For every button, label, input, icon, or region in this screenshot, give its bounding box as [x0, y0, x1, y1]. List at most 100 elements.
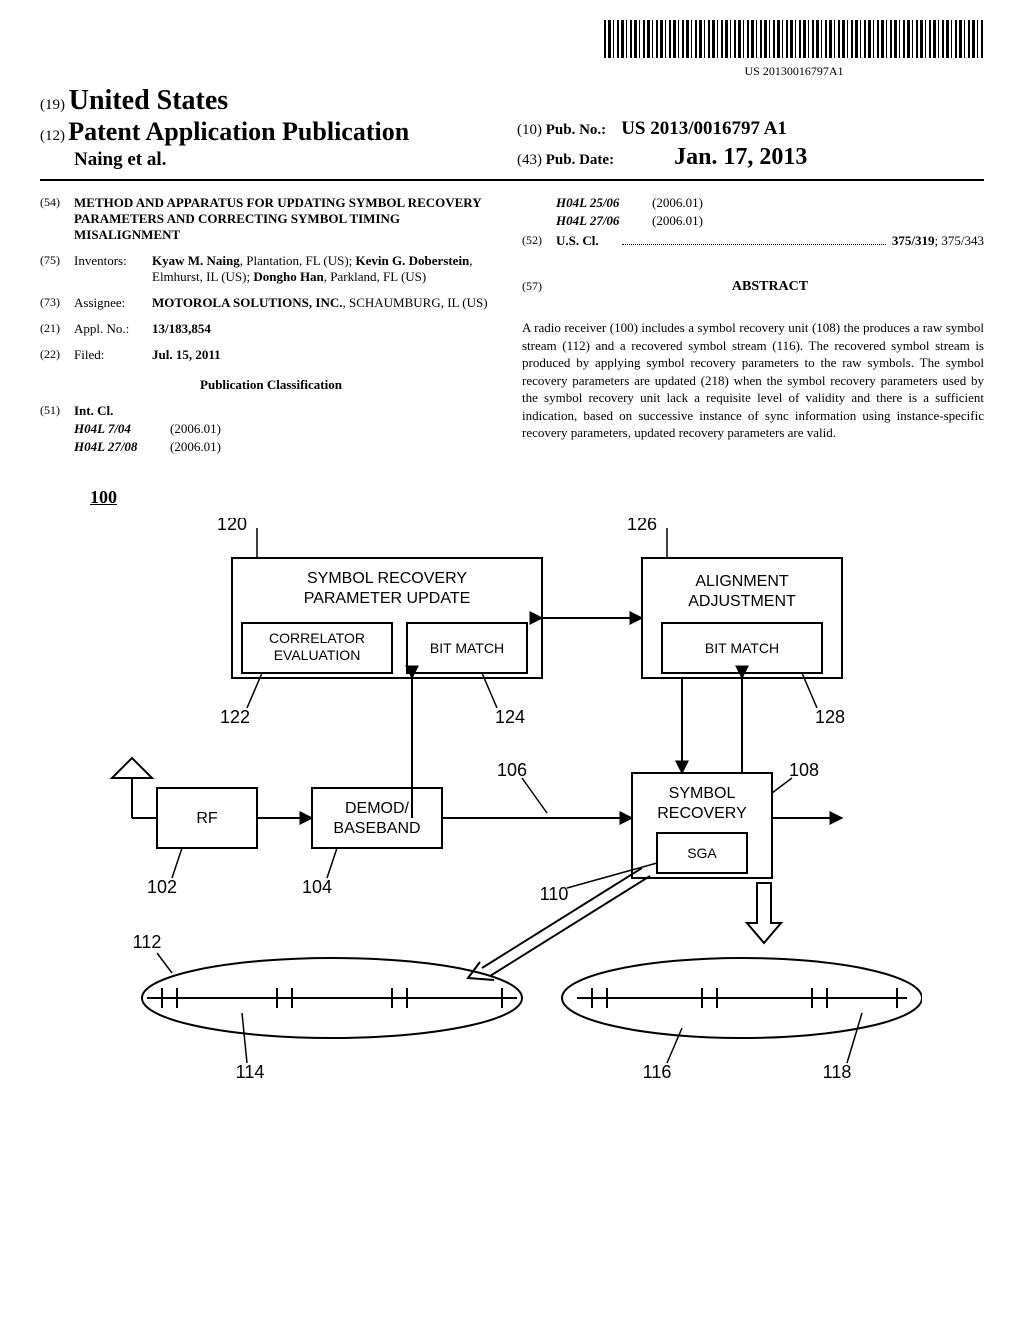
- pub-date-line: (43) Pub. Date: Jan. 17, 2013: [517, 144, 984, 171]
- assignee-loc: , SCHAUMBURG, IL (US): [342, 295, 487, 310]
- pub-no: US 2013/0016797 A1: [621, 118, 787, 139]
- pub-no-prefix: (10): [517, 122, 542, 138]
- barcode-label: US 20130016797A1: [604, 64, 984, 79]
- ref-112: 112: [133, 932, 162, 952]
- intcl-item-0: H04L 7/04 (2006.01): [40, 421, 502, 437]
- intcl-item-1: H04L 27/08 (2006.01): [40, 439, 502, 455]
- intcl-year-0: (2006.01): [170, 421, 221, 437]
- ref-124: 124: [495, 707, 525, 727]
- assignee-prefix: (73): [40, 295, 74, 311]
- uscl-dots: [622, 233, 886, 245]
- pub-no-line: (10) Pub. No.: US 2013/0016797 A1: [517, 118, 984, 140]
- block-108-label-2: RECOVERY: [657, 805, 747, 822]
- biblio-columns: (54) METHOD AND APPARATUS FOR UPDATING S…: [40, 195, 984, 457]
- ref-102: 102: [147, 877, 177, 897]
- block-122-label-1: CORRELATOR: [269, 630, 365, 646]
- ref-118: 118: [823, 1062, 852, 1082]
- intcl-code-3: H04L 27/06: [522, 213, 652, 229]
- intcl-item-3: H04L 27/06 (2006.01): [522, 213, 984, 229]
- block-120-label-2: PARAMETER UPDATE: [304, 590, 471, 607]
- intcl-year-1: (2006.01): [170, 439, 221, 455]
- intcl-year-2: (2006.01): [652, 195, 703, 211]
- appl-prefix: (21): [40, 321, 74, 337]
- ref-104: 104: [302, 877, 332, 897]
- divider: [40, 179, 984, 181]
- uscl-values: 375/319; 375/343: [892, 233, 984, 249]
- inventor-2-name: Kevin G. Doberstein: [356, 253, 470, 268]
- block-110-label: SGA: [687, 845, 717, 861]
- ref-110: 110: [540, 884, 569, 904]
- intcl-row: (51) Int. Cl.: [40, 403, 502, 419]
- inventor-1-loc: , Plantation, FL (US);: [240, 253, 356, 268]
- appl-no: 13/183,854: [152, 321, 502, 337]
- ref-126: 126: [627, 518, 657, 534]
- assignee-value: MOTOROLA SOLUTIONS, INC., SCHAUMBURG, IL…: [152, 295, 502, 311]
- inventor-3-loc: , Parkland, FL (US): [324, 269, 426, 284]
- invention-title: METHOD AND APPARATUS FOR UPDATING SYMBOL…: [74, 195, 502, 243]
- intcl-code-1: H04L 27/08: [40, 439, 170, 455]
- pub-date-label: Pub. Date:: [546, 152, 614, 168]
- intcl-year-3: (2006.01): [652, 213, 703, 229]
- country-name: United States: [69, 85, 228, 116]
- pub-no-label: Pub. No.:: [546, 122, 606, 138]
- filed-row: (22) Filed: Jul. 15, 2011: [40, 347, 502, 363]
- abstract-text: A radio receiver (100) includes a symbol…: [522, 319, 984, 442]
- pub-class-heading: Publication Classification: [40, 377, 502, 393]
- block-104-label-2: BASEBAND: [333, 820, 420, 837]
- abstract-heading: ABSTRACT: [556, 279, 984, 295]
- block-120-label-1: SYMBOL RECOVERY: [307, 570, 467, 587]
- country-line: (19) United States: [40, 85, 507, 117]
- block-102-label: RF: [196, 810, 218, 827]
- country-prefix: (19): [40, 97, 65, 113]
- uscl-label: U.S. Cl.: [556, 233, 616, 249]
- figure-svg: SYMBOL RECOVERY PARAMETER UPDATE CORRELA…: [102, 518, 922, 1088]
- pub-date: Jan. 17, 2013: [674, 144, 807, 170]
- figure: 100 SYMBOL RECOVERY PARAMETER UPDATE COR…: [40, 487, 984, 1088]
- block-126-label-2: ADJUSTMENT: [688, 593, 796, 610]
- title-row: (54) METHOD AND APPARATUS FOR UPDATING S…: [40, 195, 502, 243]
- inventor-3-name: Dongho Han: [253, 269, 323, 284]
- uscl-prefix: (52): [522, 233, 556, 249]
- appl-row: (21) Appl. No.: 13/183,854: [40, 321, 502, 337]
- ref-120: 120: [217, 518, 247, 534]
- ref-106: 106: [497, 760, 527, 780]
- filed-prefix: (22): [40, 347, 74, 363]
- uscl-primary: 375/319: [892, 233, 935, 248]
- uscl-secondary: ; 375/343: [935, 233, 984, 248]
- block-124-label: BIT MATCH: [430, 640, 504, 656]
- inventors-prefix: (75): [40, 253, 74, 285]
- intcl-code-2: H04L 25/06: [522, 195, 652, 211]
- left-column: (54) METHOD AND APPARATUS FOR UPDATING S…: [40, 195, 502, 457]
- assignee-label: Assignee:: [74, 295, 152, 311]
- assignee-name: MOTOROLA SOLUTIONS, INC.: [152, 295, 342, 310]
- abstract-prefix: (57): [522, 279, 556, 295]
- block-108-label-1: SYMBOL: [669, 785, 736, 802]
- intcl-label: Int. Cl.: [74, 403, 502, 419]
- block-122-label-2: EVALUATION: [274, 647, 361, 663]
- pub-date-prefix: (43): [517, 152, 542, 168]
- doc-type: Patent Application Publication: [68, 117, 409, 146]
- inventors-list: Kyaw M. Naing, Plantation, FL (US); Kevi…: [152, 253, 502, 285]
- intcl-code-0: H04L 7/04: [40, 421, 170, 437]
- uscl-row: (52) U.S. Cl. 375/319; 375/343: [522, 233, 984, 249]
- intcl-item-2: H04L 25/06 (2006.01): [522, 195, 984, 211]
- barcode-section: US 20130016797A1: [40, 20, 984, 79]
- inventors-row: (75) Inventors: Kyaw M. Naing, Plantatio…: [40, 253, 502, 285]
- filed-label: Filed:: [74, 347, 152, 363]
- assignee-row: (73) Assignee: MOTOROLA SOLUTIONS, INC.,…: [40, 295, 502, 311]
- inventors-label: Inventors:: [74, 253, 152, 285]
- barcode: [604, 20, 984, 58]
- ref-116: 116: [643, 1062, 672, 1082]
- abstract-heading-row: (57) ABSTRACT: [522, 279, 984, 295]
- ref-114: 114: [236, 1062, 265, 1082]
- authors: Naing et al.: [40, 149, 507, 171]
- block-128-label: BIT MATCH: [705, 640, 779, 656]
- appl-label: Appl. No.:: [74, 321, 152, 337]
- intcl-prefix: (51): [40, 403, 74, 419]
- ref-108: 108: [789, 760, 819, 780]
- ref-128: 128: [815, 707, 845, 727]
- block-126-label-1: ALIGNMENT: [695, 573, 789, 590]
- title-prefix: (54): [40, 195, 74, 243]
- right-column: H04L 25/06 (2006.01) H04L 27/06 (2006.01…: [522, 195, 984, 457]
- block-104: [312, 788, 442, 848]
